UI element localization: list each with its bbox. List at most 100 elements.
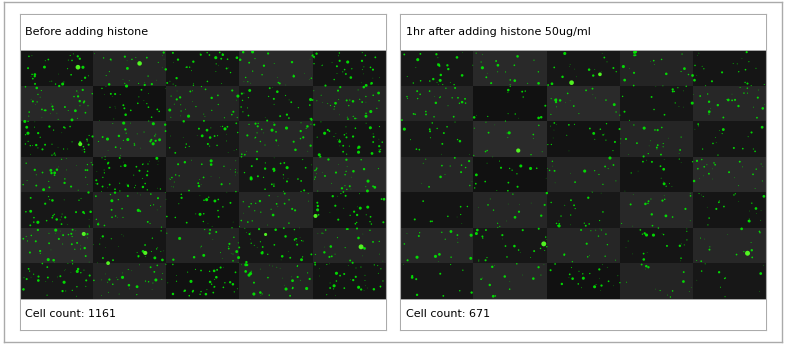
Point: [66, 139, 79, 144]
Point: [464, 183, 476, 188]
Point: [149, 255, 161, 261]
Point: [501, 254, 513, 260]
Point: [516, 227, 529, 233]
Point: [151, 155, 163, 161]
Point: [187, 83, 200, 88]
Point: [187, 59, 200, 64]
Point: [46, 78, 58, 84]
Point: [364, 65, 376, 70]
Point: [318, 130, 331, 136]
Point: [23, 109, 35, 115]
Point: [545, 96, 557, 101]
Point: [118, 106, 130, 111]
Bar: [240, 228, 313, 263]
Point: [31, 92, 44, 97]
Point: [41, 292, 53, 298]
Point: [193, 177, 206, 182]
Point: [34, 251, 46, 256]
Point: [541, 244, 553, 249]
Point: [360, 99, 373, 105]
Point: [307, 52, 319, 58]
Point: [248, 208, 261, 214]
Point: [553, 218, 565, 224]
Point: [545, 142, 557, 147]
Point: [515, 163, 527, 169]
Point: [617, 64, 630, 69]
Point: [27, 99, 39, 104]
Point: [251, 149, 263, 154]
Point: [90, 178, 103, 183]
Point: [32, 278, 45, 283]
Bar: [620, 86, 693, 121]
Point: [365, 80, 378, 86]
Point: [145, 191, 157, 197]
Point: [147, 280, 160, 286]
Point: [354, 97, 366, 102]
Point: [103, 69, 116, 74]
Point: [163, 145, 176, 151]
Point: [74, 246, 86, 252]
Point: [607, 283, 619, 289]
Point: [98, 223, 111, 228]
Point: [117, 138, 130, 143]
Point: [401, 96, 413, 101]
Point: [318, 244, 331, 250]
Point: [296, 257, 308, 262]
Point: [351, 220, 363, 225]
Point: [324, 280, 336, 286]
Point: [72, 90, 84, 96]
Bar: [693, 192, 766, 228]
Point: [155, 228, 167, 234]
Point: [657, 179, 670, 185]
Point: [271, 204, 284, 209]
Point: [230, 172, 242, 178]
Point: [468, 126, 480, 131]
Bar: [546, 228, 620, 263]
Point: [292, 176, 304, 182]
Point: [160, 230, 173, 236]
Point: [147, 121, 160, 127]
Point: [395, 117, 408, 123]
Bar: [93, 86, 166, 121]
Point: [17, 287, 30, 292]
Point: [256, 249, 269, 255]
Point: [107, 257, 119, 263]
Point: [256, 244, 269, 250]
Point: [201, 141, 214, 147]
Point: [119, 54, 131, 60]
Point: [262, 251, 274, 257]
Point: [445, 255, 457, 260]
Point: [46, 198, 59, 203]
Point: [531, 165, 543, 171]
Point: [347, 114, 359, 119]
Point: [24, 223, 37, 228]
Bar: [620, 121, 693, 157]
Point: [432, 61, 444, 67]
Point: [119, 80, 131, 86]
Point: [517, 94, 530, 100]
Point: [196, 132, 208, 138]
Point: [164, 133, 177, 139]
Point: [333, 50, 346, 56]
Point: [244, 80, 257, 86]
Point: [72, 94, 84, 99]
Point: [293, 225, 306, 231]
Point: [691, 278, 703, 283]
Point: [351, 212, 363, 218]
Point: [78, 231, 90, 237]
Point: [248, 280, 260, 286]
Point: [333, 57, 346, 63]
Point: [319, 83, 332, 88]
Point: [319, 227, 332, 233]
Point: [205, 95, 218, 101]
Point: [656, 125, 668, 130]
Point: [321, 262, 333, 267]
Bar: [20, 121, 93, 157]
Point: [639, 266, 652, 272]
Point: [117, 233, 130, 239]
Point: [149, 133, 161, 139]
Point: [20, 234, 32, 239]
Point: [360, 120, 373, 126]
Point: [167, 262, 179, 267]
Point: [197, 175, 210, 180]
